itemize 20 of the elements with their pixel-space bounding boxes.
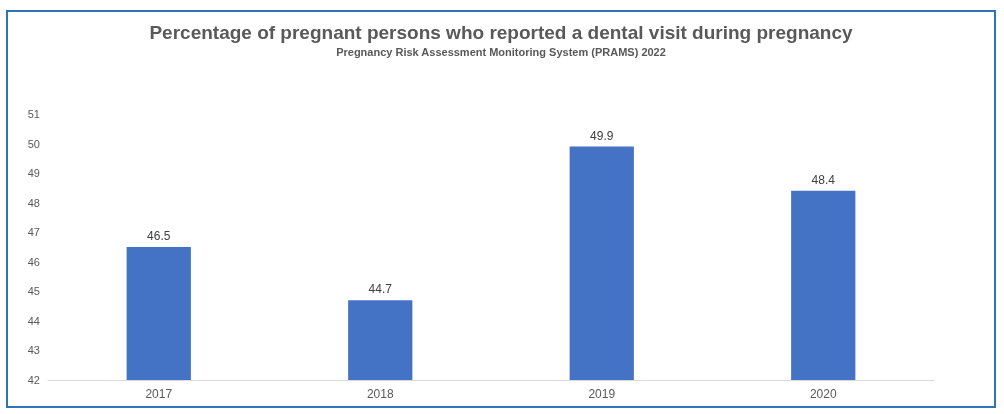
chart-title: Percentage of pregnant persons who reported a dental visit during pregnancy xyxy=(149,22,853,43)
x-tick-label: 2019 xyxy=(588,387,616,401)
data-label: 49.9 xyxy=(590,128,614,143)
y-tick-label: 51 xyxy=(27,108,40,120)
y-tick-label: 43 xyxy=(27,344,40,357)
chart-subtitle: Pregnancy Risk Assessment Monitoring System (PRAMS) 2022 xyxy=(336,45,666,58)
data-label: 48.4 xyxy=(811,172,836,187)
y-tick-label: 46 xyxy=(27,255,40,268)
y-tick-label: 44 xyxy=(27,314,40,327)
y-tick-label: 47 xyxy=(27,226,40,239)
y-tick-label: 50 xyxy=(27,137,40,150)
x-tick-label: 2020 xyxy=(809,387,837,401)
y-tick-label: 49 xyxy=(27,167,40,180)
x-tick-label: 2018 xyxy=(366,387,394,401)
data-label: 44.7 xyxy=(368,282,393,297)
y-tick-label: 48 xyxy=(27,196,40,209)
y-tick-label: 45 xyxy=(27,285,40,298)
y-tick-label: 42 xyxy=(27,374,40,386)
x-tick-label: 2017 xyxy=(145,387,173,401)
data-label: 46.5 xyxy=(147,229,171,243)
